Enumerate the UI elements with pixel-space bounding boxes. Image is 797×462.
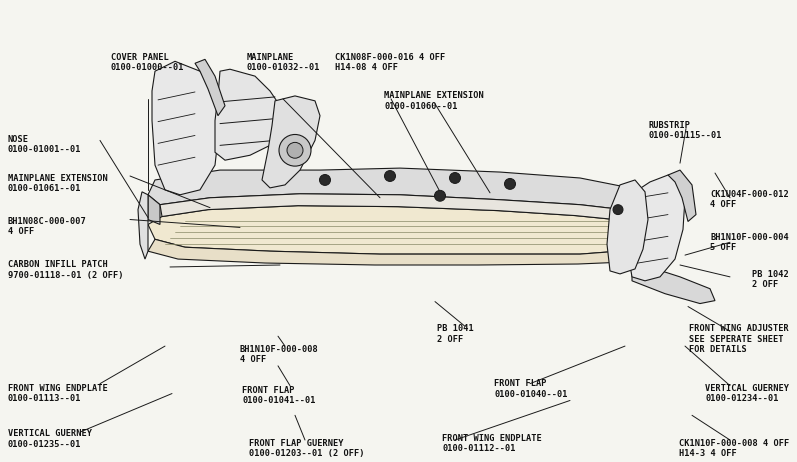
- Text: PB 1041
2 OFF: PB 1041 2 OFF: [437, 324, 473, 344]
- Polygon shape: [148, 239, 648, 265]
- Text: MAINPLANE
0100-01032--01: MAINPLANE 0100-01032--01: [246, 53, 320, 72]
- Text: GARAGES: GARAGES: [271, 228, 509, 271]
- Polygon shape: [148, 206, 650, 254]
- Text: BH1N08C-000-007
4 OFF: BH1N08C-000-007 4 OFF: [8, 217, 87, 237]
- Text: VERTICAL GUERNEY
0100-01234--01: VERTICAL GUERNEY 0100-01234--01: [705, 384, 789, 403]
- Text: FRONT WING ADJUSTER
SEE SEPERATE SHEET
FOR DETAILS: FRONT WING ADJUSTER SEE SEPERATE SHEET F…: [689, 324, 789, 354]
- Text: FRONT FLAP
0100-01041--01: FRONT FLAP 0100-01041--01: [242, 386, 316, 406]
- Polygon shape: [262, 96, 320, 188]
- Text: PITLANE: PITLANE: [192, 183, 468, 240]
- Polygon shape: [632, 264, 715, 304]
- Circle shape: [450, 172, 461, 183]
- Circle shape: [320, 175, 331, 185]
- Circle shape: [505, 178, 516, 189]
- Text: FRONT FLAP GUERNEY
0100-01203--01 (2 OFF): FRONT FLAP GUERNEY 0100-01203--01 (2 OFF…: [249, 438, 364, 458]
- Polygon shape: [668, 170, 696, 221]
- Polygon shape: [138, 192, 148, 259]
- Polygon shape: [160, 194, 640, 221]
- Circle shape: [287, 142, 303, 158]
- Circle shape: [613, 205, 623, 214]
- Text: CK1N08F-000-016 4 OFF
H14-08 4 OFF: CK1N08F-000-016 4 OFF H14-08 4 OFF: [336, 53, 446, 72]
- Polygon shape: [628, 175, 685, 281]
- Polygon shape: [148, 195, 160, 225]
- Polygon shape: [607, 180, 648, 274]
- Text: COVER PANEL
0100-01000--01: COVER PANEL 0100-01000--01: [111, 53, 184, 72]
- Text: CK1N10F-000-008 4 OFF
H14-3 4 OFF: CK1N10F-000-008 4 OFF H14-3 4 OFF: [679, 438, 789, 458]
- Text: BH1N10F-000-004
5 OFF: BH1N10F-000-004 5 OFF: [710, 233, 789, 252]
- Circle shape: [384, 170, 395, 182]
- Polygon shape: [152, 61, 220, 195]
- Text: CARBON INFILL PATCH
9700-01118--01 (2 OFF): CARBON INFILL PATCH 9700-01118--01 (2 OF…: [8, 261, 124, 280]
- Text: FRONT FLAP
0100-01040--01: FRONT FLAP 0100-01040--01: [494, 379, 567, 399]
- Text: FRONT WING ENDPLATE
0100-01113--01: FRONT WING ENDPLATE 0100-01113--01: [8, 384, 108, 403]
- Text: FRONT WING ENDPLATE
0100-01112--01: FRONT WING ENDPLATE 0100-01112--01: [442, 434, 542, 453]
- Polygon shape: [148, 168, 650, 212]
- Text: RUBSTRIP
0100-01115--01: RUBSTRIP 0100-01115--01: [649, 121, 722, 140]
- Text: CK1U04F-000-012
4 OFF: CK1U04F-000-012 4 OFF: [710, 189, 789, 209]
- Text: MAINPLANE EXTENSION
0100-01061--01: MAINPLANE EXTENSION 0100-01061--01: [8, 174, 108, 193]
- Text: NOSE
0100-01001--01: NOSE 0100-01001--01: [8, 135, 81, 154]
- Polygon shape: [215, 69, 280, 160]
- Text: MAINPLANE EXTENSION
0100-01060--01: MAINPLANE EXTENSION 0100-01060--01: [384, 91, 485, 111]
- Circle shape: [279, 134, 311, 166]
- Text: BH1N10F-000-008
4 OFF: BH1N10F-000-008 4 OFF: [240, 345, 318, 365]
- Polygon shape: [195, 59, 225, 116]
- Circle shape: [434, 190, 446, 201]
- Text: PB 1042
2 OFF: PB 1042 2 OFF: [752, 269, 789, 289]
- Text: VERTICAL GUERNEY
0100-01235--01: VERTICAL GUERNEY 0100-01235--01: [8, 429, 92, 449]
